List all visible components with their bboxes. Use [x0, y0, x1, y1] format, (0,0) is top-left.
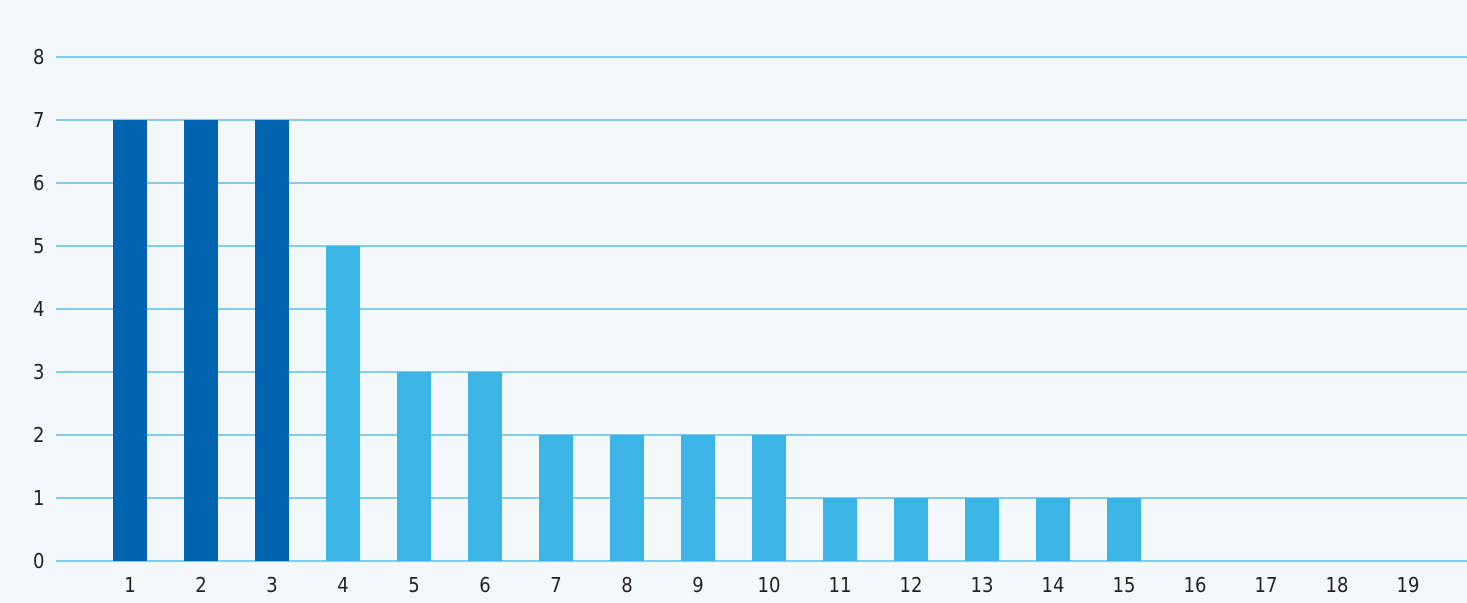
x-tick-label: 19: [1397, 573, 1420, 597]
bar-4: [326, 246, 360, 561]
x-tick-label: 4: [337, 573, 348, 597]
y-tick-label: 2: [33, 423, 44, 447]
y-tick-label: 3: [33, 360, 44, 384]
x-tick-label: 3: [266, 573, 277, 597]
bar-15: [1107, 498, 1141, 561]
bar-9: [681, 435, 715, 561]
bar-10: [752, 435, 786, 561]
y-tick-label: 6: [33, 171, 44, 195]
x-tick-label: 6: [479, 573, 490, 597]
y-axis-ticks: 0 1 2 3 4 5 6 7 8: [33, 45, 44, 573]
bar-11: [823, 498, 857, 561]
x-tick-label: 10: [758, 573, 781, 597]
bar-14: [1036, 498, 1070, 561]
y-tick-label: 7: [33, 108, 44, 132]
x-tick-label: 8: [621, 573, 632, 597]
x-tick-label: 17: [1255, 573, 1278, 597]
bar-6: [468, 372, 502, 561]
y-tick-label: 5: [33, 234, 44, 258]
y-tick-label: 0: [33, 549, 44, 573]
x-tick-label: 16: [1184, 573, 1207, 597]
x-tick-label: 14: [1042, 573, 1065, 597]
bar-1: [113, 120, 147, 561]
x-tick-label: 18: [1326, 573, 1349, 597]
x-tick-label: 5: [408, 573, 419, 597]
bar-5: [397, 372, 431, 561]
x-axis-ticks: 1 2 3 4 5 6 7 8 9 10 11 12 13 14 15 16 17 18 19: [124, 573, 1419, 597]
bar-12: [894, 498, 928, 561]
y-tick-label: 8: [33, 45, 44, 69]
x-tick-label: 2: [195, 573, 206, 597]
y-tick-label: 1: [33, 486, 44, 510]
bar-3: [255, 120, 289, 561]
x-tick-label: 11: [829, 573, 852, 597]
gridlines: [56, 56, 1467, 562]
x-tick-label: 1: [124, 573, 135, 597]
x-tick-label: 12: [900, 573, 923, 597]
bar-8: [610, 435, 644, 561]
x-tick-label: 15: [1113, 573, 1136, 597]
x-tick-label: 7: [550, 573, 561, 597]
bar-7: [539, 435, 573, 561]
x-tick-label: 13: [971, 573, 994, 597]
y-tick-label: 4: [33, 297, 44, 321]
bars: [113, 120, 1141, 561]
bar-13: [965, 498, 999, 561]
bar-2: [184, 120, 218, 561]
x-tick-label: 9: [692, 573, 703, 597]
